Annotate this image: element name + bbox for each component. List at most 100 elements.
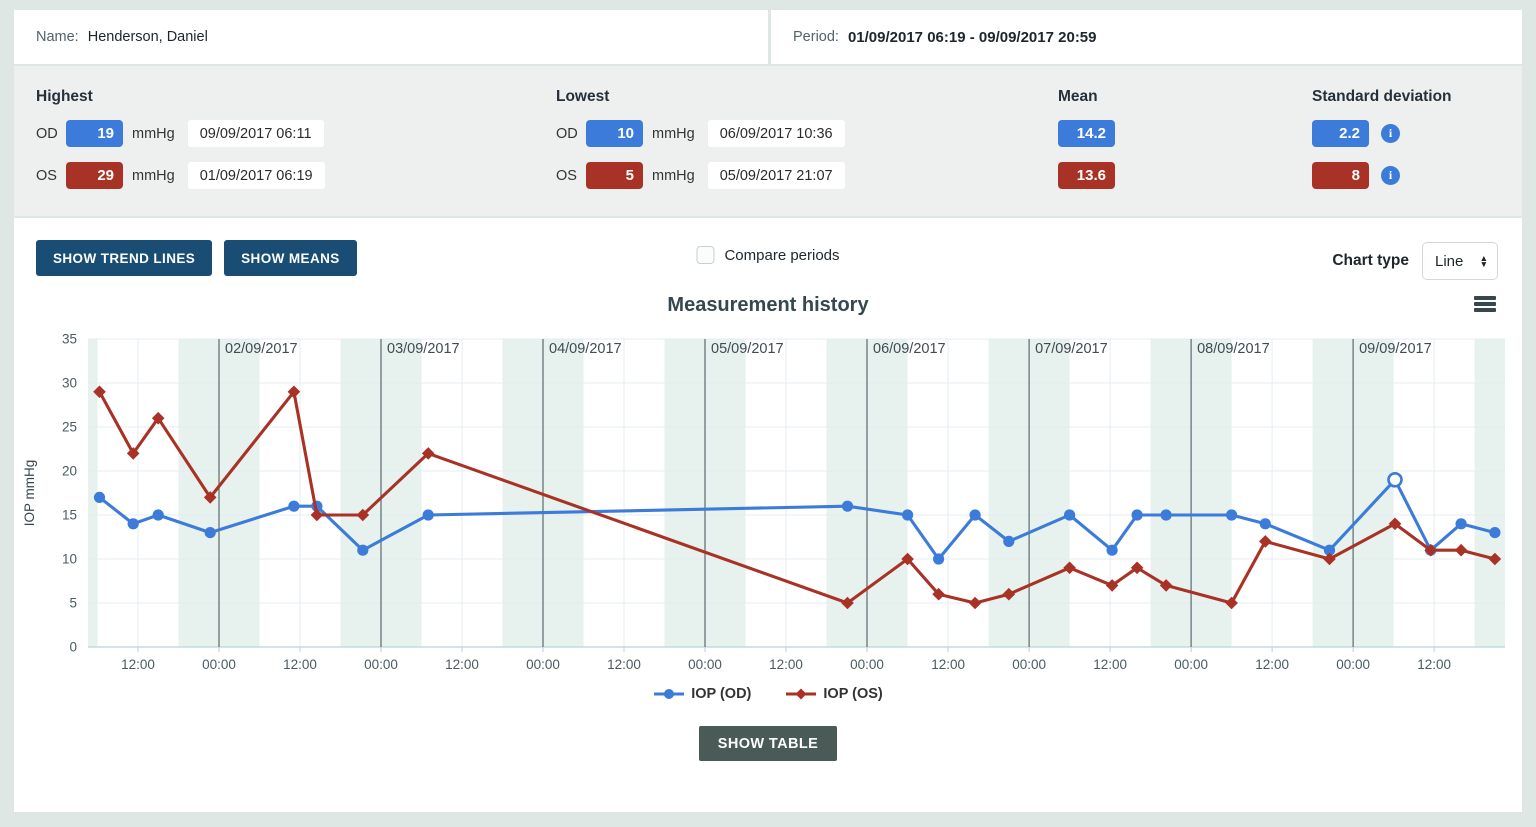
chart-title-row: Measurement history <box>14 294 1522 324</box>
svg-text:05/09/2017: 05/09/2017 <box>711 341 784 357</box>
std-dev-od-value: 2.2 <box>1312 120 1369 147</box>
svg-text:25: 25 <box>62 420 77 435</box>
compare-periods-label: Compare periods <box>724 246 840 264</box>
chart-type-control: Chart type Line ▲ ▼ <box>1332 242 1498 280</box>
info-icon[interactable]: i <box>1381 166 1400 185</box>
chart-type-value: Line <box>1435 252 1464 270</box>
std-dev-os-value: 8 <box>1312 162 1369 189</box>
highest-os-timestamp: 01/09/2017 06:19 <box>187 162 325 189</box>
svg-text:12:00: 12:00 <box>1255 657 1289 672</box>
od-label: OD <box>36 125 58 142</box>
svg-text:04/09/2017: 04/09/2017 <box>549 341 622 357</box>
table-button-row: SHOW TABLE <box>14 726 1522 761</box>
mean-group: Mean 14.2 13.6 <box>1058 88 1115 204</box>
mmhg-unit: mmHg <box>132 167 175 184</box>
svg-text:07/09/2017: 07/09/2017 <box>1035 341 1108 357</box>
compare-periods-checkbox[interactable] <box>696 246 715 264</box>
legend-label: IOP (OD) <box>691 686 752 702</box>
period-label: Period: <box>793 29 839 45</box>
svg-text:12:00: 12:00 <box>1417 657 1451 672</box>
mean-od-value: 14.2 <box>1058 120 1115 147</box>
svg-text:IOP mmHg: IOP mmHg <box>22 460 37 527</box>
period-panel: Period: 01/09/2017 06:19 - 09/09/2017 20… <box>771 10 1522 64</box>
chart-type-select[interactable]: Line ▲ ▼ <box>1422 242 1498 280</box>
std-dev-os-row: 8 i <box>1312 162 1452 189</box>
mean-od-row: 14.2 <box>1058 120 1115 147</box>
chart-panel: SHOW TREND LINES SHOW MEANS Compare peri… <box>14 218 1522 812</box>
svg-text:00:00: 00:00 <box>202 657 236 672</box>
top-bar: Name: Henderson, Daniel Period: 01/09/20… <box>14 10 1522 64</box>
svg-text:09/09/2017: 09/09/2017 <box>1359 341 1432 357</box>
highest-od-value: 19 <box>66 120 123 147</box>
lowest-os-row: OS 5 mmHg 05/09/2017 21:07 <box>556 162 845 189</box>
patient-name-panel: Name: Henderson, Daniel <box>14 10 768 64</box>
chart-legend: IOP (OD) IOP (OS) <box>14 686 1522 702</box>
highest-group: Highest OD 19 mmHg 09/09/2017 06:11 OS 2… <box>36 88 325 204</box>
measurement-history-chart: 0 5 10 15 20 25 30 35 12:00 00:00 12:00 00:00 12:00 0… <box>22 332 1505 672</box>
patient-name: Henderson, Daniel <box>87 29 208 45</box>
svg-text:15: 15 <box>62 508 77 523</box>
show-trend-lines-button[interactable]: SHOW TREND LINES <box>36 240 213 276</box>
svg-text:0: 0 <box>69 640 77 655</box>
os-label: OS <box>36 167 57 184</box>
svg-text:20: 20 <box>62 464 77 479</box>
os-label: OS <box>556 167 577 184</box>
svg-text:10: 10 <box>62 552 77 567</box>
info-icon[interactable]: i <box>1381 124 1400 143</box>
svg-text:30: 30 <box>62 376 77 391</box>
lowest-od-timestamp: 06/09/2017 10:36 <box>707 120 845 147</box>
chart-title: Measurement history <box>667 294 869 316</box>
period-value: 01/09/2017 06:19 - 09/09/2017 20:59 <box>847 28 1097 46</box>
highest-os-value: 29 <box>66 162 123 189</box>
svg-text:12:00: 12:00 <box>121 657 155 672</box>
chart-menu-icon[interactable] <box>1474 296 1496 314</box>
highest-od-timestamp: 09/09/2017 06:11 <box>187 120 324 147</box>
svg-text:12:00: 12:00 <box>769 657 803 672</box>
svg-text:00:00: 00:00 <box>1174 657 1208 672</box>
mean-os-row: 13.6 <box>1058 162 1115 189</box>
lowest-od-row: OD 10 mmHg 06/09/2017 10:36 <box>556 120 845 147</box>
show-means-button[interactable]: SHOW MEANS <box>224 240 357 276</box>
svg-text:08/09/2017: 08/09/2017 <box>1197 341 1270 357</box>
lowest-group: Lowest OD 10 mmHg 06/09/2017 10:36 OS 5 … <box>556 88 845 204</box>
svg-text:00:00: 00:00 <box>1336 657 1370 672</box>
mmhg-unit: mmHg <box>652 125 695 142</box>
select-arrows-icon: ▲ ▼ <box>1479 252 1488 269</box>
highest-od-row: OD 19 mmHg 09/09/2017 06:11 <box>36 120 325 147</box>
lowest-os-timestamp: 05/09/2017 21:07 <box>707 162 845 189</box>
svg-text:00:00: 00:00 <box>364 657 398 672</box>
legend-marker-icon <box>786 688 817 700</box>
legend-label: IOP (OS) <box>823 686 883 702</box>
compare-periods-control: Compare periods <box>696 246 840 264</box>
statistics-panel: Highest OD 19 mmHg 09/09/2017 06:11 OS 2… <box>14 66 1522 216</box>
chart-type-label: Chart type <box>1332 252 1409 269</box>
legend-marker-icon <box>654 689 685 699</box>
mean-os-value: 13.6 <box>1058 162 1115 189</box>
std-dev-od-row: 2.2 i <box>1312 120 1452 147</box>
svg-text:12:00: 12:00 <box>607 657 641 672</box>
svg-text:00:00: 00:00 <box>850 657 884 672</box>
svg-text:02/09/2017: 02/09/2017 <box>225 341 298 357</box>
svg-text:00:00: 00:00 <box>526 657 560 672</box>
std-dev-group: Standard deviation 2.2 i 8 i <box>1312 88 1452 204</box>
svg-text:00:00: 00:00 <box>1012 657 1046 672</box>
mmhg-unit: mmHg <box>652 167 695 184</box>
show-table-button[interactable]: SHOW TABLE <box>698 726 838 761</box>
legend-item[interactable]: IOP (OS) <box>785 686 883 702</box>
svg-text:03/09/2017: 03/09/2017 <box>387 341 460 357</box>
svg-text:12:00: 12:00 <box>1093 657 1127 672</box>
std-dev-title: Standard deviation <box>1312 88 1452 105</box>
legend-item[interactable]: IOP (OD) <box>653 686 751 702</box>
mean-title: Mean <box>1058 88 1098 105</box>
svg-text:35: 35 <box>62 332 77 347</box>
svg-text:00:00: 00:00 <box>688 657 722 672</box>
svg-text:12:00: 12:00 <box>445 657 479 672</box>
svg-text:5: 5 <box>69 596 77 611</box>
svg-text:06/09/2017: 06/09/2017 <box>873 341 946 357</box>
highest-os-row: OS 29 mmHg 01/09/2017 06:19 <box>36 162 325 189</box>
od-label: OD <box>556 125 578 142</box>
svg-text:12:00: 12:00 <box>931 657 965 672</box>
lowest-od-value: 10 <box>586 120 643 147</box>
highest-title: Highest <box>36 88 93 105</box>
